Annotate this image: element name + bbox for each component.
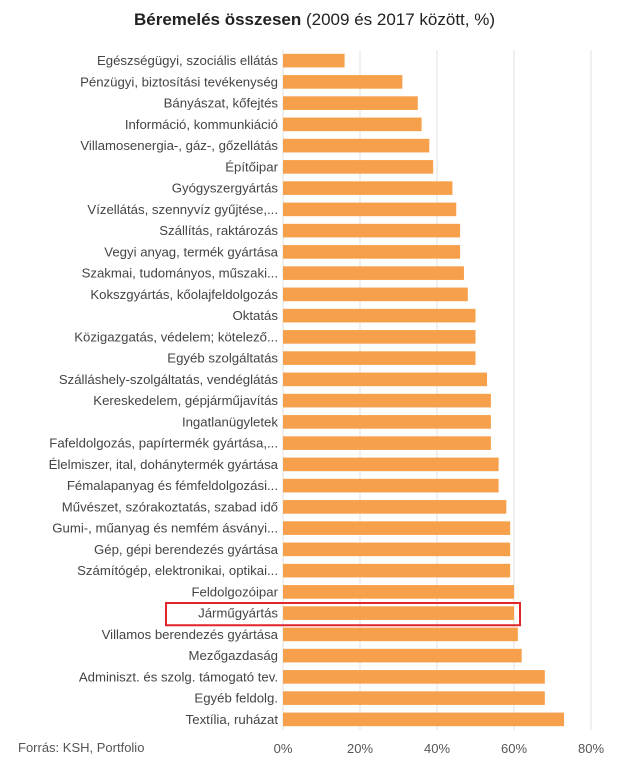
bar [283, 542, 511, 557]
bar [283, 436, 491, 450]
category-label: Egyéb szolgáltatás [167, 351, 278, 366]
category-label: Bányászat, kőfejtés [164, 96, 279, 111]
bar [283, 457, 499, 472]
bar [283, 351, 476, 365]
bar [283, 627, 518, 642]
bar [283, 308, 476, 323]
category-label: Fémalapanyag és fémfeldolgozási... [67, 478, 278, 493]
bar [283, 181, 453, 195]
category-label: Kokszgyártás, kőolajfeldolgozás [90, 287, 278, 302]
bar [283, 606, 514, 620]
category-label: Vízellátás, szennyvíz gyűjtése,... [87, 202, 278, 217]
chart-title: Béremelés összesen (2009 és 2017 között,… [0, 10, 629, 30]
category-label: Szakmai, tudományos, műszaki... [82, 266, 278, 281]
category-label: Egyéb feldolg. [194, 691, 278, 706]
bar [283, 266, 464, 280]
bar [283, 563, 511, 578]
category-label: Számítógép, elektronikai, optikai... [77, 563, 278, 578]
category-label: Villamosenergia-, gáz-, gőzellátás [80, 138, 278, 153]
category-label: Fafeldolgozás, papírtermék gyártása,... [49, 436, 278, 451]
chart-title-main: Béremelés összesen [133, 10, 302, 29]
chart-title-subtitle: (2009 és 2017 között, %) [301, 10, 495, 29]
bar [283, 75, 403, 89]
bar [283, 500, 507, 514]
x-tick-label: 60% [501, 741, 527, 756]
bar [283, 223, 461, 238]
category-label: Egészségügyi, szociális ellátás [97, 53, 278, 68]
bar [283, 53, 345, 68]
category-label: Oktatás [233, 308, 279, 323]
category-label: Építőipar [225, 159, 278, 174]
bar [283, 138, 430, 153]
bar [283, 202, 457, 217]
bar [283, 521, 511, 535]
bar [283, 287, 468, 302]
bar [283, 415, 491, 429]
highlight-box [165, 602, 521, 627]
bar [283, 691, 545, 705]
category-label: Gép, gépi berendezés gyártása [94, 542, 279, 557]
category-label: Adminiszt. és szolg. támogató tev. [79, 669, 278, 684]
category-label: Vegyi anyag, termék gyártása [104, 244, 278, 259]
category-label: Élelmiszer, ital, dohánytermék gyártása [49, 457, 279, 472]
bar [283, 160, 434, 174]
x-tick-label: 0% [274, 741, 293, 756]
source-note: Forrás: KSH, Portfolio [18, 740, 145, 755]
bar [283, 585, 514, 599]
category-label: Információ, kommunkiáció [125, 117, 278, 132]
category-label: Ingatlanügyletek [182, 414, 278, 429]
category-label: Gyógyszergyártás [172, 181, 279, 196]
category-label: Textília, ruházat [186, 712, 279, 727]
category-label: Szálláshely-szolgáltatás, vendéglátás [59, 372, 279, 387]
category-label: Feldolgozóipar [191, 584, 278, 599]
category-label: Kereskedelem, gépjárműjavítás [93, 393, 278, 408]
x-tick-label: 40% [424, 741, 450, 756]
bar [283, 330, 476, 344]
bar [283, 96, 418, 110]
category-label: Járműgyártás [198, 606, 278, 621]
x-tick-label: 80% [578, 741, 604, 756]
bar [283, 478, 499, 493]
bar [283, 245, 461, 259]
x-tick-label: 20% [347, 741, 373, 756]
category-label: Gumi-, műanyag és nemfém ásványi... [52, 521, 278, 536]
bar [283, 117, 422, 132]
bar [283, 670, 545, 684]
category-label: Mezőgazdaság [189, 648, 278, 663]
category-label: Művészet, szórakoztatás, szabad idő [62, 499, 278, 514]
category-label: Villamos berendezés gyártása [102, 627, 279, 642]
bar [283, 372, 488, 387]
category-label: Pénzügyi, biztosítási tevékenység [80, 74, 278, 89]
category-label: Szállítás, raktározás [159, 223, 278, 238]
bar [283, 393, 491, 408]
category-label: Közigazgatás, védelem; kötelező... [74, 329, 278, 344]
bar [283, 648, 522, 663]
bar [283, 712, 565, 727]
